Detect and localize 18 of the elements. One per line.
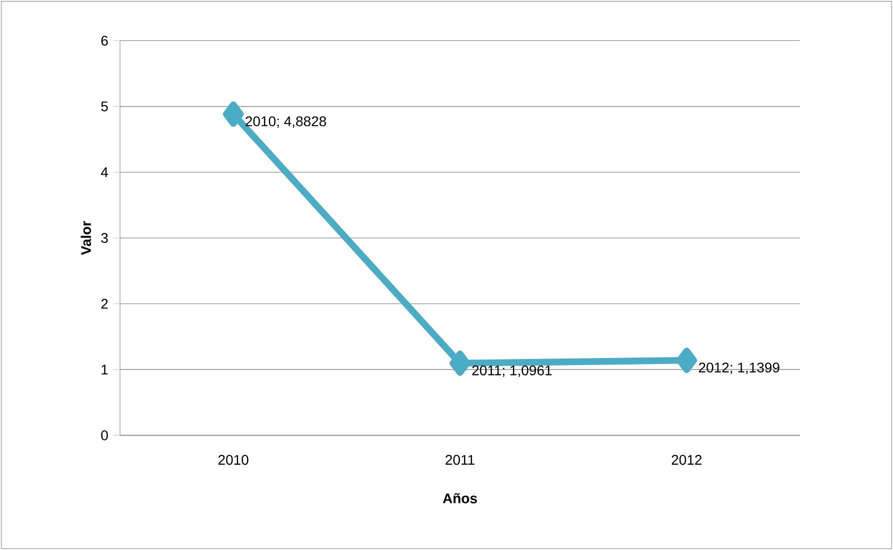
y-tick-label: 0: [101, 430, 108, 440]
x-tick-label: 2010: [218, 454, 248, 465]
y-tick-label: 5: [101, 102, 108, 112]
point: [450, 350, 470, 376]
x-axis-title: Años: [442, 493, 477, 504]
text: 2011; 1,0961: [472, 365, 552, 378]
y-tick-label: 1: [102, 364, 108, 374]
text: 2012; 1,1399: [698, 362, 780, 374]
x-tick-label: 2012: [672, 454, 702, 465]
y-tick-label: 4: [100, 167, 108, 178]
y-tick-label: 3: [101, 233, 108, 243]
point: [223, 101, 244, 127]
y-tick-label: 6: [101, 36, 108, 46]
point: [676, 348, 697, 374]
y-axis-title: Valor: [80, 221, 92, 256]
y-tick-label: 2: [101, 298, 108, 309]
text: 2010; 4,8828: [246, 116, 326, 128]
x-tick-label: 2011: [446, 454, 474, 465]
